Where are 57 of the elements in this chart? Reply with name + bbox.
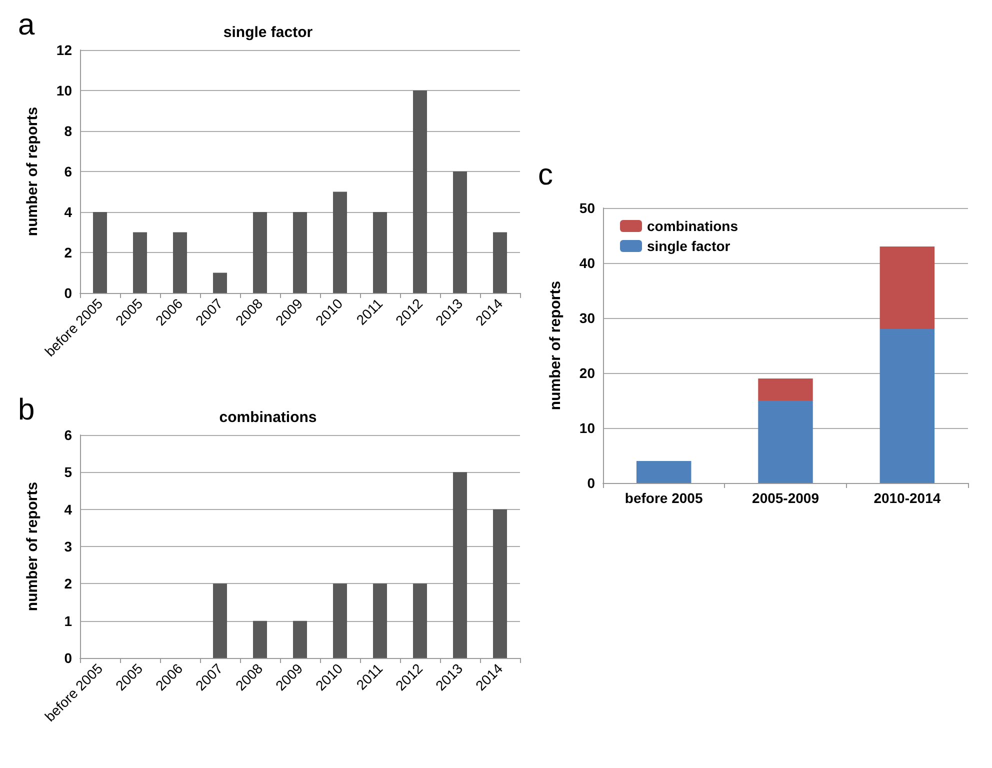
y-tick-label: 12 [56,42,72,58]
bar [413,584,427,658]
bar [293,620,307,658]
x-tick-label: 2005-2009 [752,490,820,506]
text: c [538,158,553,192]
bar [253,620,267,658]
bar [453,172,467,293]
bar [758,400,813,483]
bar [133,232,147,293]
y-tick-label: 5 [64,464,72,480]
bar [173,232,187,293]
y-tick-label: 4 [64,204,72,220]
legend-label: single factor [647,238,731,254]
y-tick-label: 0 [587,475,596,491]
y-tick-label: 1 [64,612,72,629]
bar [453,472,467,658]
bar [636,461,692,483]
bar [213,584,227,658]
y-tick-label: 30 [579,310,596,326]
y-axis-title: number of reports [547,280,564,410]
bar [373,212,387,293]
y-tick-label: 4 [64,501,72,518]
y-tick-label: 2 [64,576,72,592]
y-tick-label: 2 [64,244,72,260]
y-axis-title: number of reports [24,106,41,236]
y-tick-label: 0 [64,650,72,666]
bar [293,212,307,293]
y-tick-label: 50 [579,200,596,216]
bar [493,509,507,658]
bar [253,212,267,293]
y-tick-label: 40 [579,255,596,271]
text: a [18,8,35,42]
y-tick-label: 10 [579,420,596,436]
y-tick-label: 6 [64,164,72,180]
bar [493,232,507,293]
x-tick-label: before 2005 [624,490,703,506]
bar [93,212,107,293]
bar [333,192,347,293]
x-tick-label: 2010-2014 [874,490,941,506]
y-tick-label: 3 [64,538,72,554]
bar [413,90,427,293]
chart-title: combinations [219,409,317,426]
bar [880,329,935,483]
bar [213,272,227,293]
bar [333,584,347,658]
chart-title: single factor [223,24,313,41]
y-tick-label: 8 [64,123,72,139]
legend-label: combinations [647,218,738,234]
bar [758,378,813,400]
y-axis-title: number of reports [24,482,41,612]
text: b [18,394,35,426]
y-tick-label: 20 [579,365,596,381]
y-tick-label: 6 [64,427,72,443]
bar [880,246,935,329]
bar [373,584,387,658]
y-tick-label: 0 [64,285,72,301]
y-tick-label: 10 [56,82,72,98]
